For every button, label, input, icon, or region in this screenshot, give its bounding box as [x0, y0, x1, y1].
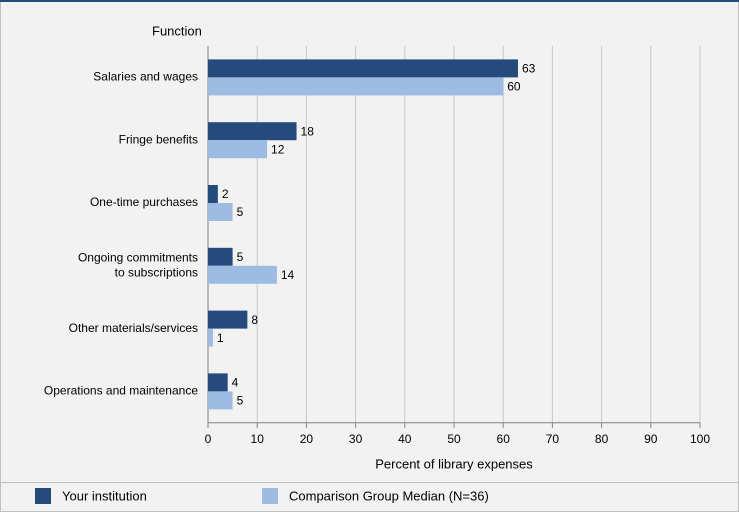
value-label: 14 [281, 268, 295, 282]
value-label: 5 [237, 205, 244, 219]
x-tick-label: 90 [644, 432, 658, 446]
bar [208, 391, 233, 410]
x-tick-label: 40 [398, 432, 412, 446]
value-label: 12 [271, 142, 285, 156]
bar [208, 373, 228, 392]
bar [208, 77, 504, 96]
y-tick-label: Fringe benefits [119, 132, 198, 146]
x-tick-label: 0 [205, 432, 212, 446]
y-tick-label: Other materials/services [69, 321, 198, 335]
value-label: 60 [507, 80, 521, 94]
y-tick-label: Operations and maintenance [44, 384, 198, 398]
x-tick-label: 20 [300, 432, 314, 446]
value-label: 1 [217, 331, 224, 345]
value-label: 5 [237, 394, 244, 408]
bar [208, 310, 248, 329]
x-axis-title: Percent of library expenses [375, 456, 533, 471]
value-label: 2 [222, 187, 229, 201]
y-tick-label: Salaries and wages [93, 70, 198, 84]
y-axis-title: Function [152, 23, 202, 38]
legend-label: Your institution [62, 488, 147, 503]
x-tick-label: 30 [349, 432, 363, 446]
x-tick-label: 70 [546, 432, 560, 446]
y-tick-label: Ongoing commitments to subscriptions [78, 250, 198, 279]
bar [208, 247, 233, 266]
bar [208, 185, 218, 203]
legend-swatch [262, 488, 278, 504]
bar [208, 203, 233, 221]
x-tick-label: 10 [251, 432, 265, 446]
bar [208, 140, 268, 159]
x-tick-label: 100 [690, 432, 710, 446]
label-line: to subscriptions [115, 265, 198, 279]
bar [208, 122, 297, 141]
value-label: 5 [237, 250, 244, 264]
bar [208, 328, 213, 347]
value-label: 8 [251, 313, 258, 327]
legend-swatch [35, 488, 51, 504]
value-label: 63 [522, 62, 536, 76]
label-line: Ongoing commitments [78, 250, 198, 264]
y-tick-label: One-time purchases [90, 195, 198, 209]
x-tick-label: 80 [595, 432, 609, 446]
bar [208, 59, 518, 78]
legend-label: Comparison Group Median (N=36) [289, 488, 489, 503]
value-label: 18 [301, 124, 315, 138]
bar [208, 265, 277, 284]
x-tick-label: 60 [497, 432, 511, 446]
x-tick-label: 50 [447, 432, 461, 446]
value-label: 4 [232, 376, 239, 390]
